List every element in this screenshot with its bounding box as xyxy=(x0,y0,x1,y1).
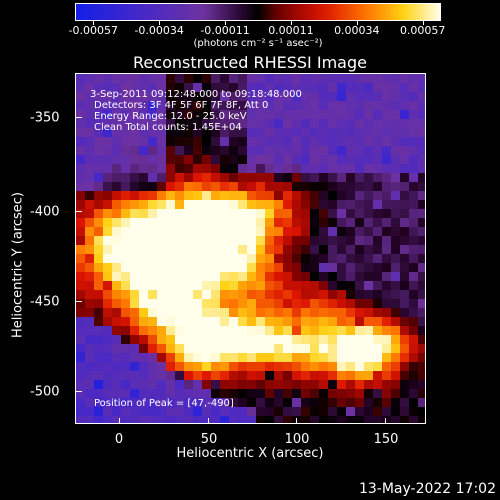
y-tick-label: -450 xyxy=(30,294,60,310)
image-title: Reconstructed RHESSI Image xyxy=(133,53,367,72)
x-tick xyxy=(296,418,297,424)
y-tick xyxy=(76,391,82,392)
colorbar xyxy=(75,3,441,21)
colorbar-tick-label: -0.00057 xyxy=(68,24,119,37)
colorbar-tick xyxy=(159,21,161,25)
y-tick xyxy=(76,117,82,118)
x-axis-title: Heliocentric X (arcsec) xyxy=(176,446,324,461)
colorbar-units-label: (photons cm⁻² s⁻¹ asec⁻²) xyxy=(193,38,323,49)
x-tick-label: 0 xyxy=(114,432,124,447)
colorbar-tick xyxy=(225,21,227,25)
y-axis-title: Heliocentric Y (arcsec) xyxy=(10,192,26,338)
colorbar-tick xyxy=(356,21,358,25)
colorbar-tick xyxy=(290,21,292,25)
colorbar-tick-label: 0.00011 xyxy=(268,24,314,37)
info-time-range: 3-Sep-2011 09:12:48.000 to 09:18:48.000 xyxy=(90,89,302,100)
y-tick-label: -350 xyxy=(30,110,60,126)
timestamp: 13-May-2022 17:02 xyxy=(358,481,496,497)
colorbar-tick-label: 0.00057 xyxy=(399,24,446,37)
x-tick-label: 50 xyxy=(200,432,218,447)
x-tick xyxy=(385,418,386,424)
colorbar-tick-label: 0.00034 xyxy=(334,24,380,37)
colorbar-tick-label: -0.00011 xyxy=(200,24,250,37)
rhessi-image-plot: 3-Sep-2011 09:12:48.000 to 09:18:48.000 … xyxy=(75,73,426,424)
y-tick xyxy=(76,211,82,212)
info-peak-position: Position of Peak = [47,-490] xyxy=(94,398,234,409)
y-tick-label: -400 xyxy=(30,204,60,220)
colorbar-tick-label: -0.00034 xyxy=(134,24,184,37)
x-tick xyxy=(119,418,120,424)
colorbar-tick xyxy=(93,21,95,25)
info-total-counts: Clean Total counts: 1.45E+04 xyxy=(94,122,242,133)
y-tick xyxy=(76,301,82,302)
x-tick-label: 150 xyxy=(373,432,399,447)
y-tick-label: -500 xyxy=(30,384,60,400)
colorbar-tick xyxy=(422,21,424,25)
rhessi-heatmap xyxy=(76,74,425,423)
x-tick xyxy=(208,418,209,424)
info-detectors: Detectors: 3F 4F 5F 6F 7F 8F, Att 0 xyxy=(94,100,269,111)
x-tick-label: 100 xyxy=(284,432,310,447)
info-energy-range: Energy Range: 12.0 - 25.0 keV xyxy=(94,111,247,122)
